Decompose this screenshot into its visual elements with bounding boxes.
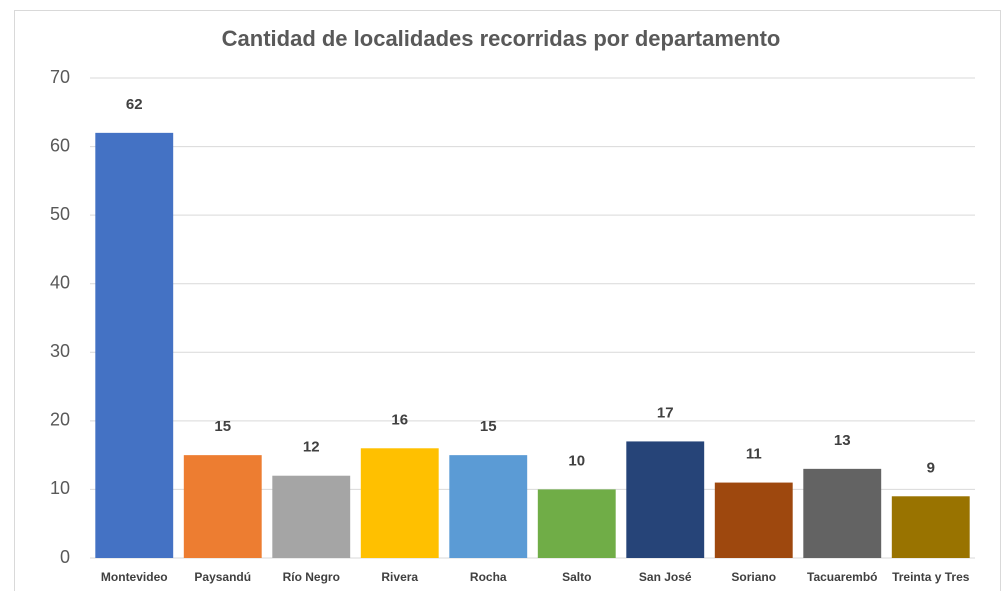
- bar: [891, 496, 970, 558]
- x-tick-label: Montevideo: [101, 570, 168, 584]
- x-tick-label: San José: [639, 570, 692, 584]
- data-label: 17: [657, 404, 674, 421]
- bar: [537, 489, 616, 558]
- x-tick-label: Rocha: [470, 570, 507, 584]
- bar: [803, 468, 882, 558]
- data-label: 15: [480, 418, 497, 435]
- bar: [714, 482, 793, 558]
- x-tick-label: Soriano: [731, 570, 776, 584]
- bar: [360, 448, 439, 558]
- x-tick-label: Salto: [562, 570, 591, 584]
- y-tick-label: 70: [50, 67, 70, 87]
- x-tick-label: Tacuarembó: [807, 570, 877, 584]
- data-label: 9: [927, 459, 935, 476]
- bar: [95, 132, 174, 558]
- x-tick-label: Río Negro: [283, 570, 340, 584]
- y-tick-label: 30: [50, 341, 70, 361]
- data-label: 12: [303, 439, 320, 456]
- chart-title: Cantidad de localidades recorridas por d…: [222, 26, 781, 51]
- y-tick-label: 50: [50, 204, 70, 224]
- x-tick-label: Treinta y Tres: [892, 570, 970, 584]
- y-tick-label: 40: [50, 272, 70, 292]
- bar: [626, 441, 705, 558]
- bar: [272, 475, 351, 558]
- data-label: 10: [568, 452, 585, 469]
- data-label: 62: [126, 96, 143, 113]
- y-tick-label: 0: [60, 547, 70, 567]
- y-tick-label: 10: [50, 478, 70, 498]
- y-tick-label: 60: [50, 135, 70, 155]
- bar: [183, 455, 262, 558]
- data-label: 16: [391, 411, 408, 428]
- bar: [449, 455, 528, 558]
- x-tick-label: Rivera: [381, 570, 418, 584]
- x-tick-label: Paysandú: [194, 570, 251, 584]
- y-tick-label: 20: [50, 410, 70, 430]
- data-label: 13: [834, 432, 851, 449]
- data-label: 11: [746, 446, 762, 463]
- data-label: 15: [214, 418, 231, 435]
